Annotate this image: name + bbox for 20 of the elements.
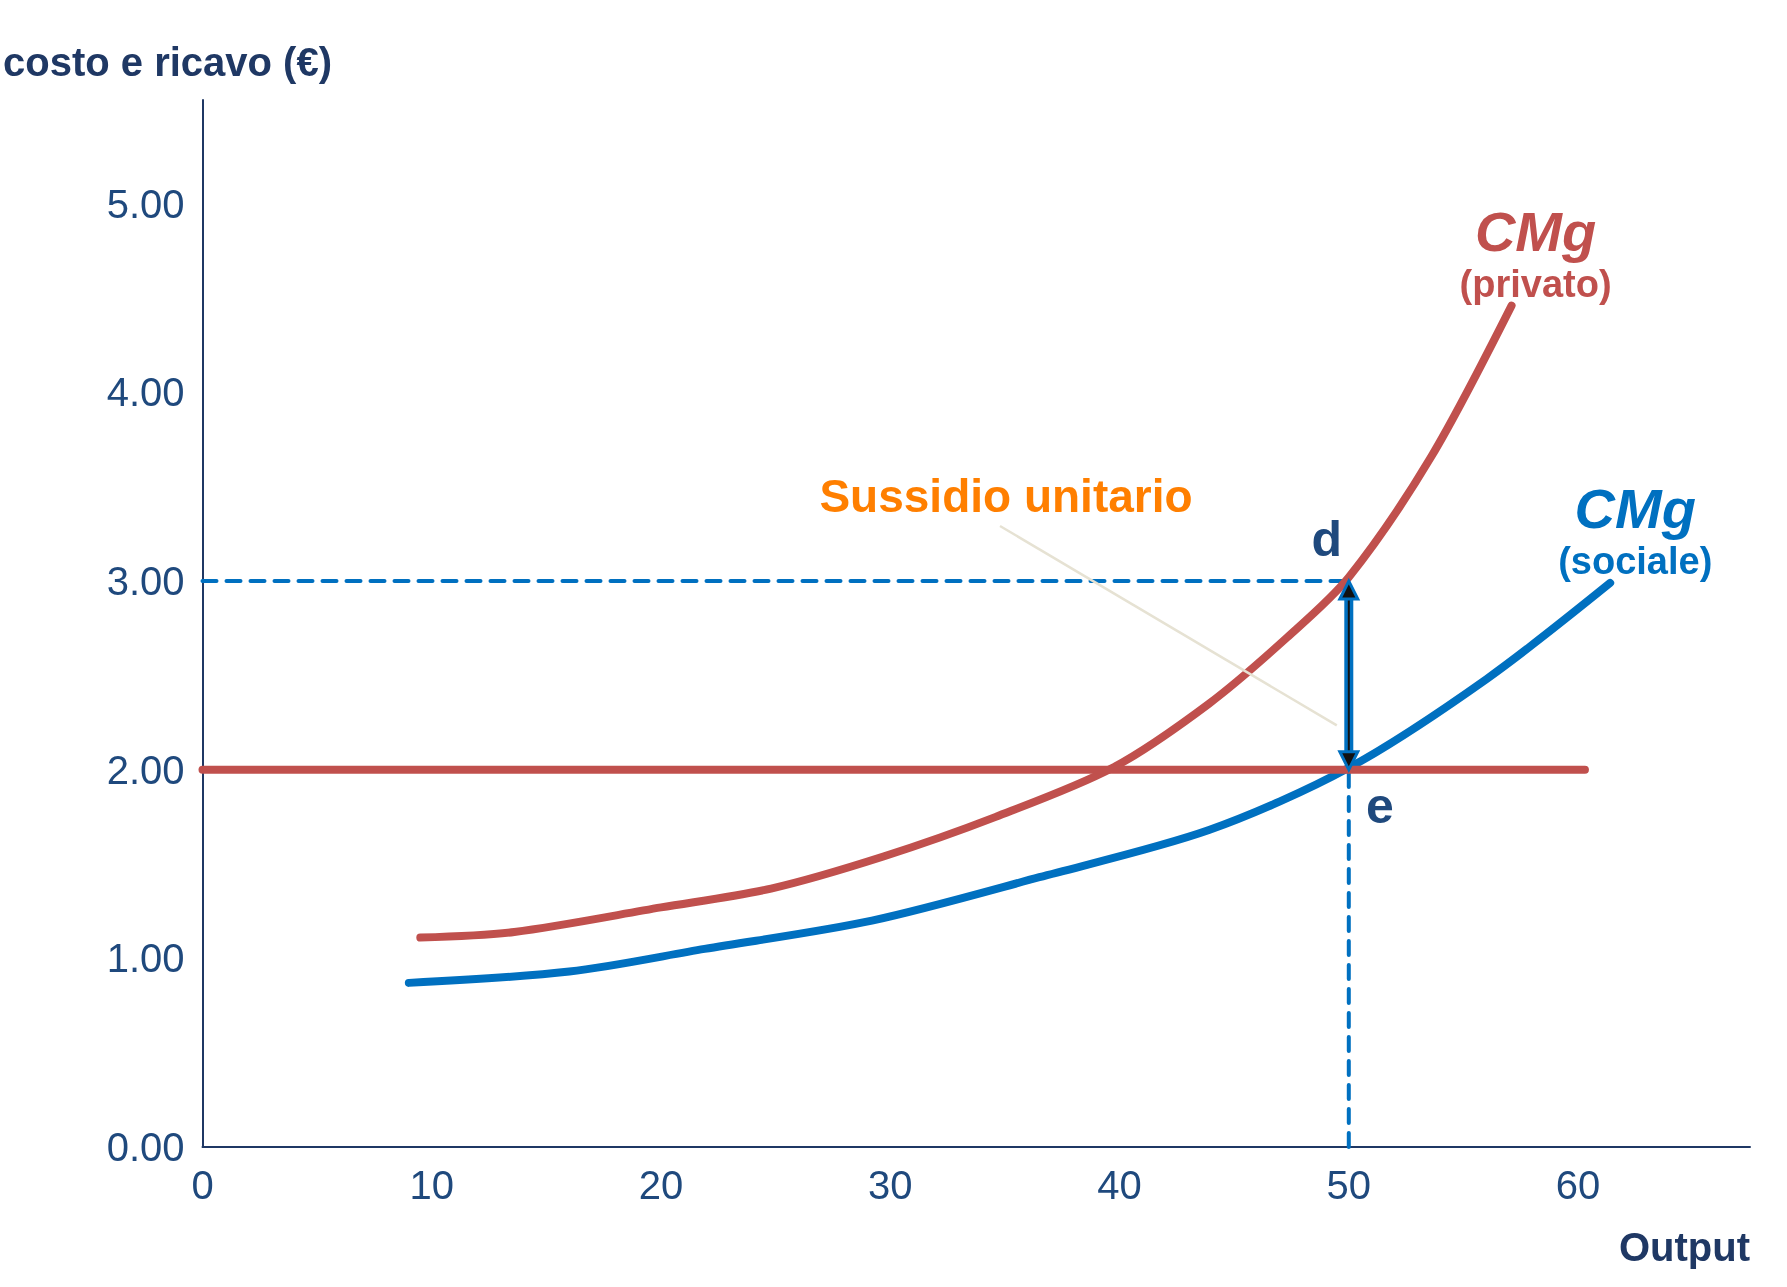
x-tick-label: 50 bbox=[1326, 1163, 1372, 1207]
x-axis-title: Output bbox=[1618, 1225, 1750, 1269]
x-tick-label: 20 bbox=[638, 1163, 684, 1207]
y-tick-label: 3.00 bbox=[106, 559, 185, 604]
x-tick-label: 60 bbox=[1555, 1163, 1601, 1207]
annotation: Sussidio unitario bbox=[819, 470, 1193, 522]
series-label: CMg (sociale) bbox=[1558, 477, 1713, 582]
y-tick-label: 2.00 bbox=[106, 747, 185, 792]
x-tick-label: 0 bbox=[191, 1163, 214, 1207]
y-tick-label: 4.00 bbox=[106, 370, 185, 415]
annotation: e bbox=[1365, 777, 1394, 834]
annotation: d bbox=[1311, 511, 1343, 568]
y-tick-label: 5.00 bbox=[106, 181, 185, 226]
series-label: CMg (privato) bbox=[1459, 200, 1612, 305]
x-tick-label: 10 bbox=[409, 1163, 455, 1207]
y-axis-title: costo e ricavo (€) bbox=[2, 40, 333, 84]
y-tick-label: 0.00 bbox=[106, 1125, 185, 1169]
y-tick-label: 1.00 bbox=[106, 936, 185, 981]
x-tick-label: 40 bbox=[1097, 1163, 1142, 1207]
x-tick-label: 30 bbox=[868, 1163, 913, 1207]
